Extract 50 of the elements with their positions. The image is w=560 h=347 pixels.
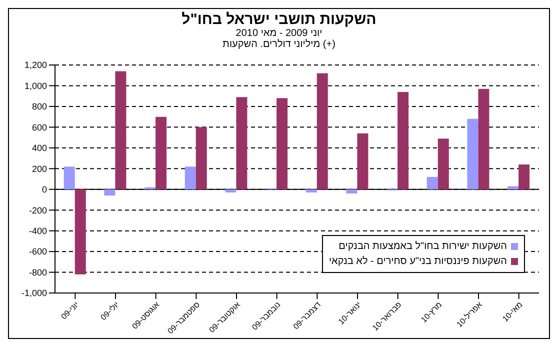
x-tick-label: ינואר-10 (336, 300, 363, 326)
x-tick-label: יוני-09 (59, 300, 81, 322)
bar (184, 166, 196, 190)
y-tick-label: 600 (32, 122, 47, 132)
bar (426, 176, 438, 190)
y-tick-label: 400 (32, 143, 47, 154)
y-tick-label: 800 (32, 102, 47, 112)
y-tick-label: -800 (28, 267, 47, 278)
chart-subtitle: יוני 2009 - מאי 2010 (234, 28, 324, 39)
bar (316, 73, 328, 190)
bar (467, 118, 478, 190)
y-tick-label: 1,000 (24, 80, 47, 91)
bar (346, 189, 358, 194)
bar (478, 88, 490, 190)
y-tick-label: -1,000 (21, 288, 47, 298)
x-tick-label: אוקטובר-09 (207, 300, 242, 335)
bar (74, 189, 86, 274)
bar (357, 133, 368, 190)
bar (306, 189, 317, 192)
x-tick-label: מרץ-10 (419, 300, 444, 324)
bar (225, 189, 236, 192)
bar (104, 189, 116, 196)
bar (236, 97, 248, 190)
bar (508, 186, 519, 190)
x-tick-label: דצמבר-09 (292, 300, 323, 332)
x-tick-label: מאי-10 (500, 300, 524, 324)
y-tick-label: 1,200 (24, 60, 47, 70)
x-tick-label: אפריל-10 (454, 300, 484, 330)
bar (518, 164, 530, 190)
x-tick-label: נובמבר-09 (250, 300, 282, 332)
legend-label: השקעות ישירות בחו"ל באמצעות הבנקים (338, 240, 507, 254)
x-tick-label: יולי-09 (98, 300, 121, 322)
y-tick-label: -400 (28, 226, 47, 236)
y-tick-label: 0 (42, 184, 47, 195)
bar (398, 92, 409, 190)
bar (438, 138, 449, 190)
x-tick-label: אוגוסט-09 (130, 300, 162, 331)
y-tick-label: -600 (28, 246, 47, 257)
text: מיליוני דולרים. השקעות (+) (222, 39, 336, 50)
bar (115, 71, 126, 190)
bar (156, 116, 167, 190)
legend-label: השקעות פיננסיות בני"ע סחירים - לא בנקאי (328, 254, 507, 269)
bar (276, 98, 288, 190)
x-tick-label: ספטמבר-09 (166, 300, 202, 336)
bar (64, 166, 75, 190)
y-tick-label: 200 (32, 164, 47, 174)
chart-title: השקעות תושבי ישראל בחו"ל (180, 11, 378, 28)
x-tick-label: פברואר-10 (370, 300, 404, 333)
y-tick-label: -200 (28, 205, 47, 216)
bar (196, 127, 207, 190)
